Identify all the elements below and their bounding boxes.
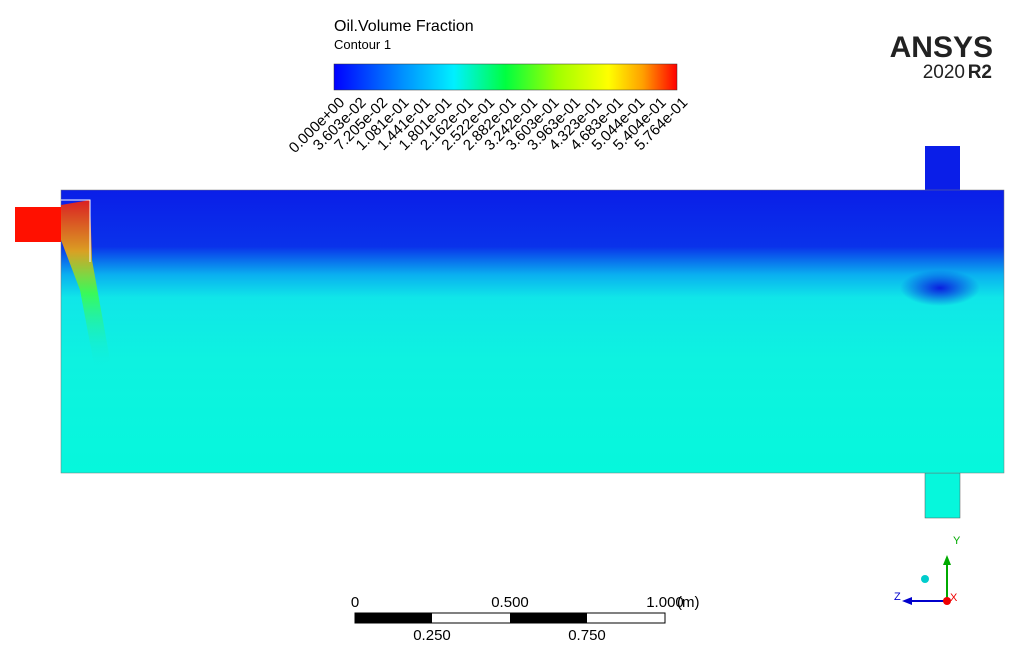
legend-title: Oil.Volume Fraction [334, 18, 474, 35]
dip [900, 270, 980, 306]
outlet-top [925, 146, 960, 190]
logo-year: 2020 [923, 62, 965, 83]
scale-label: 0.500 [491, 594, 529, 611]
legend-subtitle: Contour 1 [334, 37, 391, 52]
logo-name: ANSYS [890, 31, 993, 64]
scale-bar [354, 612, 666, 624]
scale-label: 0.250 [413, 627, 451, 644]
tank [60, 189, 1005, 474]
baffle [61, 199, 91, 262]
scale-label: 0.750 [568, 627, 606, 644]
logo-release: R2 [968, 62, 992, 83]
colorbar [333, 63, 678, 91]
scale-unit: (m) [677, 594, 700, 611]
axis-y: Y [953, 535, 961, 547]
axis-x: X [950, 592, 958, 604]
inlet [15, 207, 61, 242]
triad [902, 555, 951, 605]
outlet-bottom [924, 472, 961, 519]
scale-label: 1.000 [646, 594, 684, 611]
scale-label: 0 [351, 594, 359, 611]
axis-z: Z [894, 591, 901, 603]
plume [61, 200, 110, 370]
